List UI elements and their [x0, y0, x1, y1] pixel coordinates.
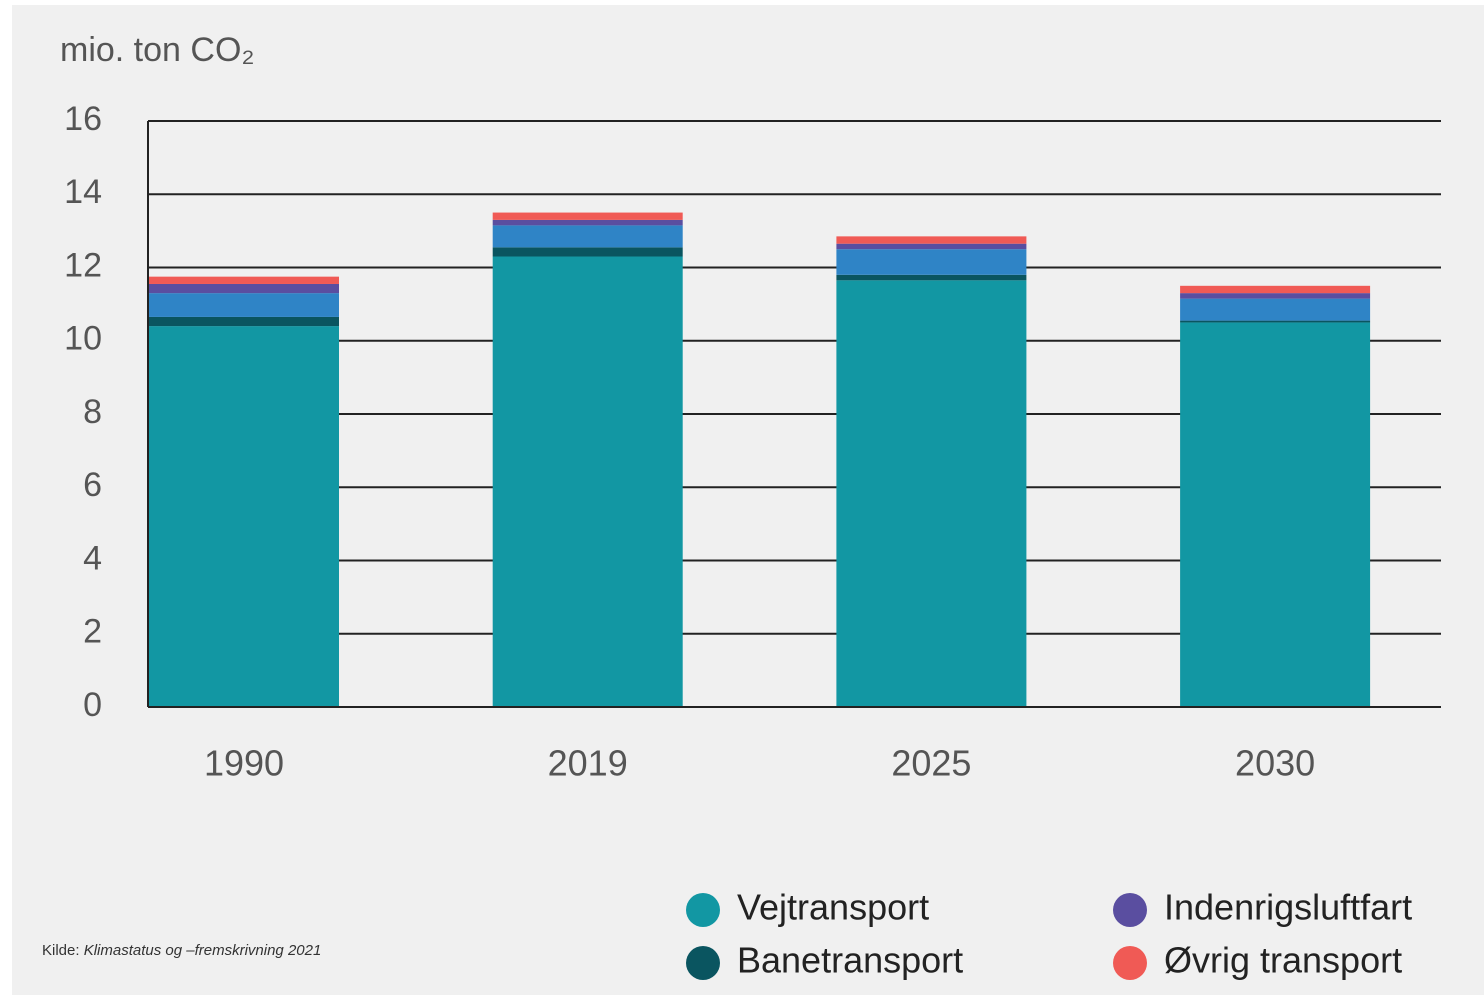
legend-swatch	[686, 893, 720, 927]
legend-label: Vejtransport	[737, 887, 929, 928]
y-tick-label: 16	[64, 100, 102, 138]
legend-swatch	[686, 946, 720, 980]
legend-swatch	[1113, 893, 1147, 927]
y-tick-label: 0	[83, 686, 102, 724]
source-label: Kilde:	[42, 942, 80, 959]
bar-segment	[1180, 298, 1371, 321]
bar-segment	[149, 276, 339, 284]
bar-segment	[149, 293, 339, 317]
bar-segment	[836, 274, 1027, 281]
bar-segment	[149, 326, 339, 707]
legend-label: Øvrig transport	[1164, 940, 1402, 981]
source-text: Klimastatus og –fremskrivning 2021	[84, 942, 322, 959]
bar-segment	[492, 247, 683, 257]
bar-segment	[492, 225, 683, 248]
bar-segment	[1180, 285, 1371, 294]
bar-segment	[492, 219, 683, 226]
bar-segment	[149, 283, 339, 294]
bar-segment	[1180, 322, 1371, 707]
y-tick-label: 12	[64, 246, 102, 284]
bar-segment	[1180, 320, 1371, 323]
y-tick-label: 14	[64, 173, 102, 211]
y-tick-label: 4	[83, 539, 102, 577]
y-tick-label: 2	[83, 613, 102, 651]
legend-label: Banetransport	[737, 940, 963, 981]
x-tick-label: 1990	[204, 743, 284, 784]
x-tick-label: 2025	[891, 743, 971, 784]
bar-segment	[836, 236, 1027, 244]
bar-segment	[492, 256, 683, 707]
bar-segment	[836, 280, 1027, 707]
y-tick-label: 8	[83, 393, 102, 431]
x-tick-label: 2030	[1235, 743, 1315, 784]
legend-swatch	[1113, 946, 1147, 980]
source: Kilde: Klimastatus og –fremskrivning 202…	[42, 942, 321, 959]
x-tick-label: 2019	[548, 743, 628, 784]
y-axis-label: mio. ton CO₂	[60, 31, 255, 69]
bar-segment	[836, 243, 1027, 250]
bar-segment	[836, 249, 1027, 275]
y-tick-label: 6	[83, 466, 102, 504]
y-tick-label: 10	[64, 320, 102, 358]
bar-segment	[492, 212, 683, 220]
bar-segment	[149, 316, 339, 327]
legend-label: Indenrigsluftfart	[1164, 887, 1412, 928]
bar-segment	[1180, 293, 1371, 299]
